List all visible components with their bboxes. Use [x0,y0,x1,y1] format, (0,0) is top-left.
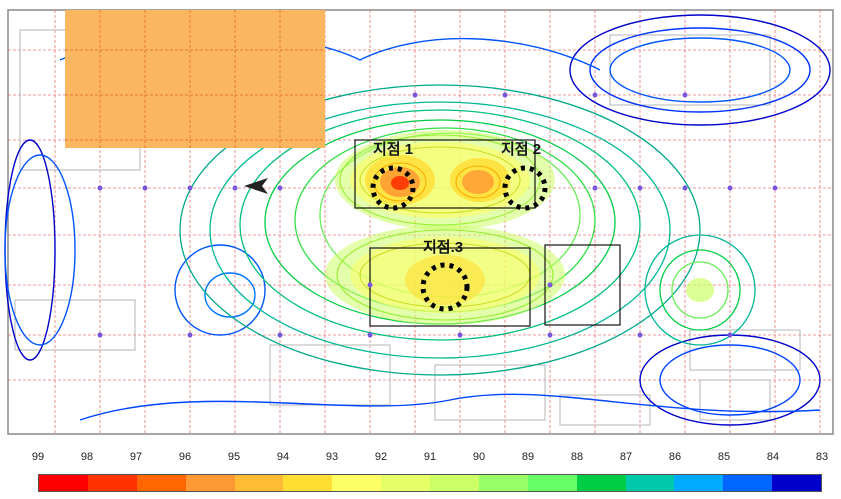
colorbar-swatch [136,475,186,491]
masked-region-grid [65,10,325,148]
colorbar-swatch [478,475,528,491]
colorbar-tick: 84 [766,451,780,463]
colorbar-swatch [381,475,430,491]
colorbar-tick: 88 [570,451,584,463]
grid-intersection-dots [97,92,778,338]
point-3-label: 지점.3 [423,239,464,256]
colorbar-tick: 95 [227,451,241,463]
colorbar-swatch [39,475,88,491]
colorbar-swatch [625,475,675,491]
masked-region-block [65,10,325,148]
direction-arrow-icon [244,178,268,194]
colorbar-swatch [674,475,724,491]
colorbar-tick: 99 [31,451,45,463]
colorbar-tick: 90 [472,451,486,463]
point-1-marker [370,165,416,211]
colorbar-swatch [185,475,235,491]
colorbar-tick: 89 [521,451,535,463]
measurement-point-markers [370,165,548,312]
colorbar-swatch [283,475,333,491]
colorbar-tick: 98 [80,451,94,463]
colorbar-swatch [234,475,284,491]
colorbar-tick: 93 [325,451,339,463]
point-1-label: 지점 1 [373,141,414,158]
colorbar-swatch [527,475,577,491]
colorbar-swatch [772,475,821,491]
colorbar-swatch [87,475,137,491]
colorbar-tick: 96 [178,451,192,463]
colorbar-tick: 97 [129,451,143,463]
colorbar-tick: 86 [668,451,682,463]
colorbar-swatch [723,475,773,491]
colorbar-tick: 92 [374,451,388,463]
noise-contour-map [4,9,834,435]
colorbar-gradient [38,474,822,492]
colorbar-tick: 87 [619,451,633,463]
colorbar-tick: 85 [717,451,731,463]
colorbar-swatch [576,475,626,491]
low-level-contours [4,14,831,426]
colorbar-tick: 83 [815,451,829,463]
colorbar-swatch [332,475,382,491]
colorbar-tick: 94 [276,451,290,463]
point-2-marker [502,165,548,211]
colorbar-tick: 91 [423,451,437,463]
colorbar-swatch [430,475,479,491]
point-2-label: 지점 2 [501,141,542,158]
point-3-marker [420,262,470,312]
